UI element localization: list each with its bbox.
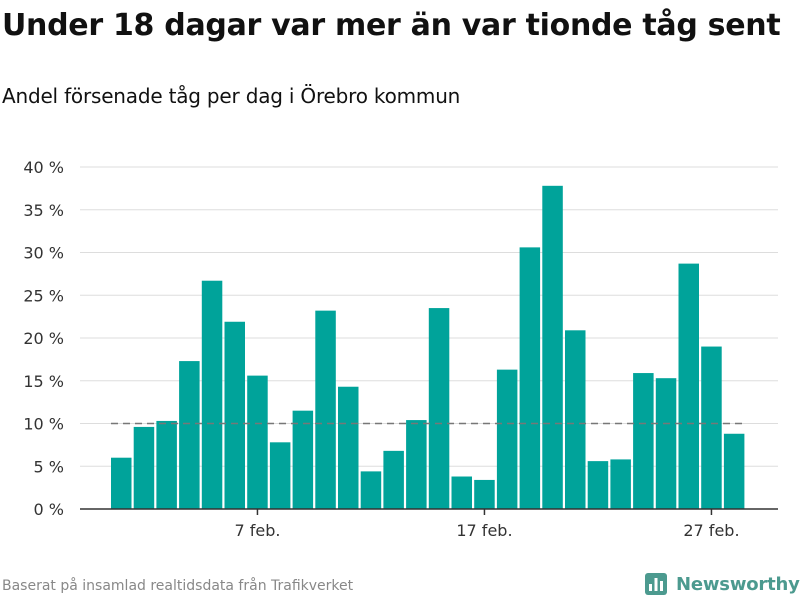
bar (610, 459, 631, 509)
x-axis: 7 feb. 17 feb. 27 feb. (80, 508, 778, 540)
y-tick-label: 20 % (23, 329, 64, 348)
bar (406, 420, 427, 509)
y-tick-labels: 0 % 5 % 10 % 15 % 20 % 25 % 30 % 35 % 40 % (23, 158, 64, 519)
bar (723, 433, 745, 509)
bar (247, 375, 268, 509)
bar (451, 476, 472, 509)
x-tick-label: 17 feb. (456, 521, 512, 540)
bar (179, 361, 200, 509)
chart-title: Under 18 dagar var mer än var tionde tåg… (2, 8, 781, 43)
bar (156, 420, 177, 509)
y-tick-label: 10 % (23, 415, 64, 434)
y-tick-label: 15 % (23, 372, 64, 391)
x-tick-label: 7 feb. (234, 521, 280, 540)
bar (224, 321, 245, 509)
bar (428, 308, 450, 509)
bars (111, 185, 745, 509)
bar (633, 373, 654, 509)
bar (519, 247, 541, 509)
y-tick-label: 25 % (23, 286, 64, 305)
bar (201, 280, 223, 509)
bar (133, 426, 155, 509)
y-tick-label: 35 % (23, 201, 64, 220)
bar (678, 263, 699, 509)
source-note: Baserat på insamlad realtidsdata från Tr… (2, 578, 354, 594)
y-tick-label: 30 % (23, 244, 64, 263)
bar (565, 330, 586, 509)
brand-logo[interactable]: Newsworthy (644, 569, 800, 599)
bar (111, 457, 132, 509)
bar (338, 386, 359, 509)
bar (383, 450, 404, 509)
bar (655, 378, 677, 509)
bar (315, 310, 336, 509)
chart-subtitle: Andel försenade tåg per dag i Örebro kom… (2, 84, 461, 108)
x-tick-label: 27 feb. (683, 521, 739, 540)
y-tick-label: 0 % (34, 500, 64, 519)
y-tick-label: 40 % (23, 158, 64, 177)
bar (542, 185, 563, 509)
bar (269, 442, 291, 509)
bar (360, 471, 382, 509)
bar-chart-logo-icon (645, 573, 667, 595)
brand-name: Newsworthy (676, 573, 800, 595)
y-tick-label: 5 % (34, 457, 64, 476)
bar (587, 461, 609, 509)
bar (292, 410, 314, 509)
bar (701, 346, 722, 509)
bar (496, 369, 518, 509)
bar (474, 479, 495, 509)
